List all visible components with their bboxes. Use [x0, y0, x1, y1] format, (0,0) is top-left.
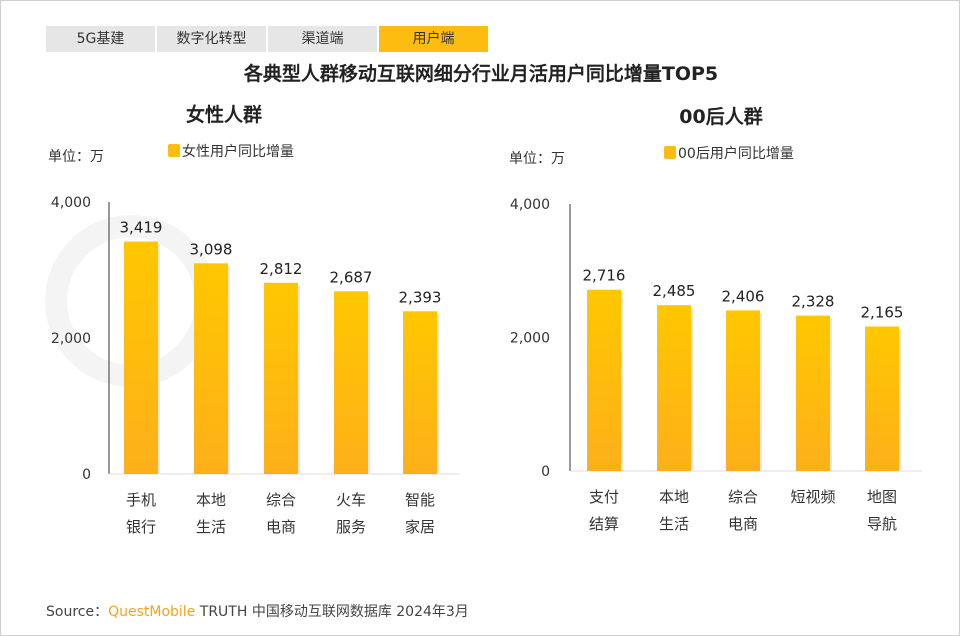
legend-swatch: [168, 144, 180, 157]
data-label: 2,687: [330, 268, 373, 286]
x-tick-label: 综合: [728, 488, 758, 506]
x-tick-label: 支付: [589, 488, 619, 506]
x-tick-label: 电商: [266, 518, 296, 536]
chart-title: 女性人群: [186, 103, 262, 126]
source-note: Source：QuestMobile TRUTH 中国移动互联网数据库 2024…: [46, 601, 469, 621]
tab-user[interactable]: 用户端: [379, 26, 488, 52]
x-tick-label: 本地: [196, 491, 226, 509]
bar: [587, 289, 621, 471]
tab-5g[interactable]: 5G基建: [46, 26, 155, 52]
x-tick-label: 火车: [336, 491, 366, 509]
chart-title: 00后人群: [679, 105, 762, 128]
source-text: TRUTH 中国移动互联网数据库 2024年3月: [195, 604, 469, 620]
x-tick-label: 电商: [728, 515, 758, 533]
y-tick-label: 4,000: [51, 195, 91, 211]
y-tick-label: 0: [541, 464, 550, 480]
data-label: 2,165: [861, 303, 904, 321]
bar: [124, 241, 158, 474]
x-tick-label: 手机: [126, 491, 156, 509]
page-title: 各典型人群移动互联网细分行业月活用户同比增量TOP5: [243, 63, 719, 85]
unit-label: 单位：万: [48, 149, 104, 165]
x-tick-label: 生活: [196, 518, 226, 536]
bar: [334, 291, 368, 474]
bar: [194, 263, 228, 474]
unit-label: 单位：万: [509, 151, 565, 167]
y-tick-label: 2,000: [510, 331, 550, 347]
x-tick-label: 综合: [266, 491, 296, 509]
bar: [865, 326, 899, 471]
legend-label: 女性用户同比增量: [182, 143, 294, 160]
data-label: 2,716: [583, 267, 626, 285]
data-label: 2,485: [653, 282, 696, 300]
tab-channel[interactable]: 渠道端: [268, 26, 377, 52]
data-label: 2,406: [722, 287, 765, 305]
source-brand: QuestMobile: [108, 604, 196, 620]
x-tick-label: 结算: [589, 515, 619, 533]
x-tick-label: 银行: [126, 518, 156, 536]
bar: [403, 311, 437, 474]
y-tick-label: 0: [82, 467, 91, 483]
bar: [657, 305, 691, 471]
data-label: 3,098: [190, 240, 233, 258]
y-tick-label: 4,000: [510, 197, 550, 213]
x-tick-label: 智能: [405, 491, 435, 509]
tab-digital[interactable]: 数字化转型: [157, 26, 266, 52]
x-tick-label: 本地: [659, 488, 689, 506]
source-prefix: Source：: [46, 604, 109, 620]
y-tick-label: 2,000: [51, 331, 91, 347]
x-tick-label: 导航: [867, 515, 897, 533]
bar: [796, 315, 830, 471]
x-tick-label: 家居: [405, 518, 435, 536]
data-label: 3,419: [120, 219, 163, 237]
data-label: 2,812: [260, 260, 303, 278]
legend-label: 00后用户同比增量: [678, 145, 794, 162]
bar: [726, 310, 760, 471]
x-tick-label: 地图: [867, 488, 897, 506]
bar: [264, 282, 298, 474]
data-label: 2,393: [399, 288, 442, 306]
x-tick-label: 服务: [336, 518, 366, 536]
legend-swatch: [664, 146, 676, 159]
x-tick-label: 生活: [659, 515, 689, 533]
data-label: 2,328: [792, 293, 835, 311]
x-tick-label: 短视频: [790, 488, 835, 506]
